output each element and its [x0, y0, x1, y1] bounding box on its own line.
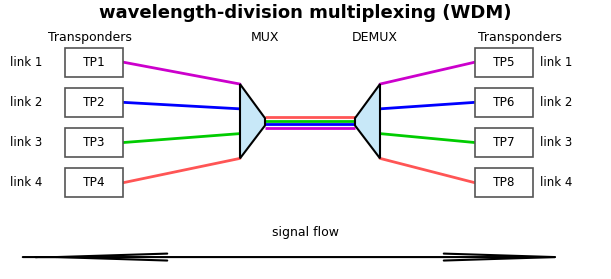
Text: TP5: TP5: [492, 56, 515, 69]
Text: MUX: MUX: [251, 31, 279, 44]
Text: Transponders: Transponders: [48, 31, 132, 44]
Text: signal flow: signal flow: [271, 226, 338, 239]
Text: link 2: link 2: [540, 96, 573, 109]
Bar: [475, 128, 533, 157]
Text: TP7: TP7: [492, 136, 515, 149]
Bar: [65, 47, 123, 77]
Text: link 3: link 3: [10, 136, 42, 149]
Bar: [65, 168, 123, 197]
Text: link 4: link 4: [10, 176, 42, 189]
Bar: [65, 88, 123, 117]
Text: TP6: TP6: [492, 96, 515, 109]
Polygon shape: [240, 84, 265, 158]
Text: link 1: link 1: [10, 56, 42, 69]
Bar: [475, 47, 533, 77]
Text: link 4: link 4: [540, 176, 573, 189]
Text: wavelength-division multiplexing (WDM): wavelength-division multiplexing (WDM): [99, 4, 511, 22]
Bar: [65, 128, 123, 157]
Text: TP8: TP8: [492, 176, 515, 189]
Text: TP2: TP2: [82, 96, 105, 109]
Text: TP1: TP1: [82, 56, 105, 69]
Polygon shape: [355, 84, 380, 158]
Bar: [475, 88, 533, 117]
Text: DEMUX: DEMUX: [352, 31, 398, 44]
Bar: [475, 168, 533, 197]
Text: TP4: TP4: [82, 176, 105, 189]
Text: link 3: link 3: [540, 136, 573, 149]
Text: link 2: link 2: [10, 96, 42, 109]
Text: Transponders: Transponders: [478, 31, 562, 44]
Text: link 1: link 1: [540, 56, 573, 69]
Text: TP3: TP3: [82, 136, 105, 149]
